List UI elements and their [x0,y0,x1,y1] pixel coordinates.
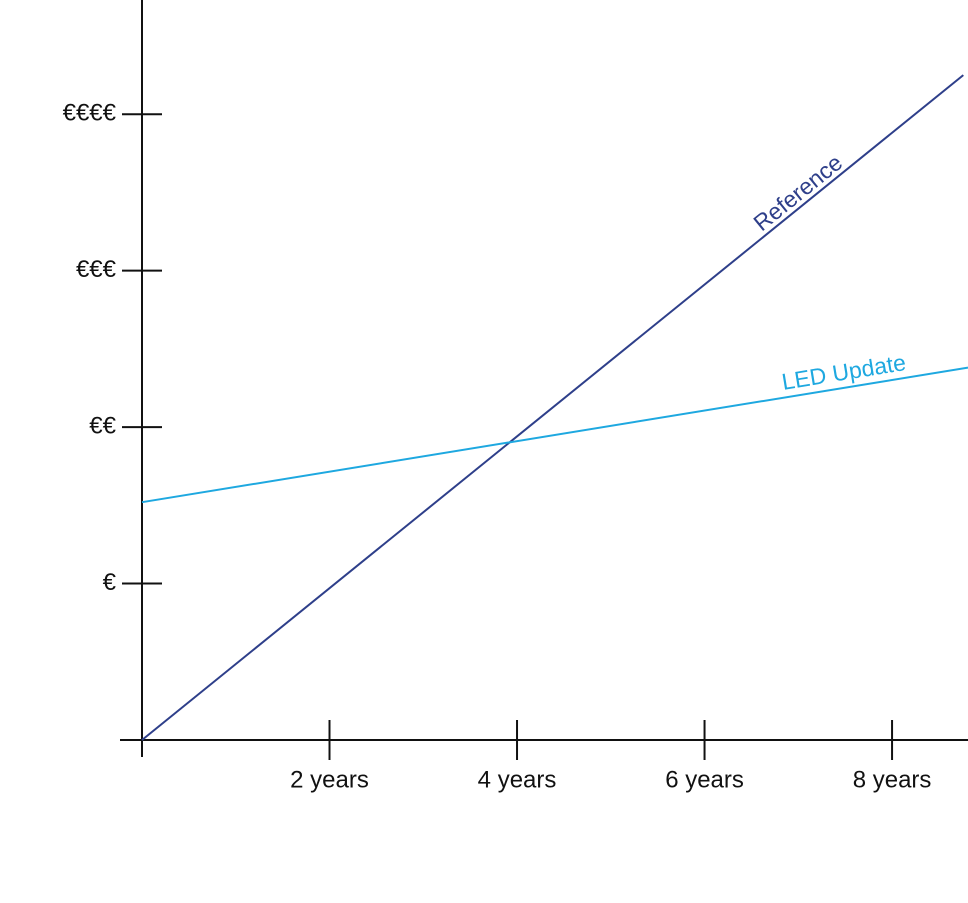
y-tick-label: € [103,569,117,596]
line [141,74,964,741]
x-tick-label: 4 years [478,766,557,793]
y-tick-label: €€€€ [63,100,117,127]
x-tick-label: 2 years [290,766,369,793]
line [141,366,968,504]
x-tick-label: 8 years [853,766,932,793]
x-tick-label: 6 years [665,766,744,793]
series-label: Reference [748,149,847,236]
y-tick-label: €€€ [76,256,117,283]
y-tick-label: €€ [89,412,116,439]
